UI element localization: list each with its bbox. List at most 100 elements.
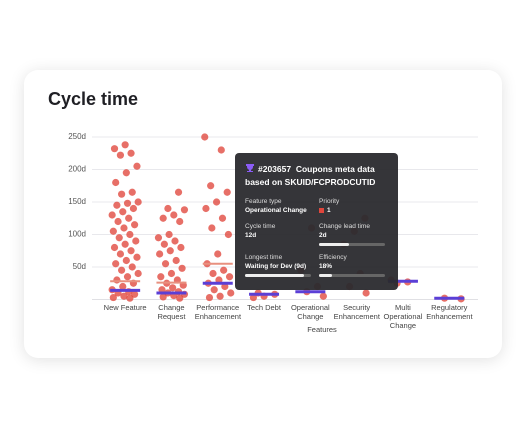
progress-bar [319, 274, 385, 277]
tooltip-header: #203657 Coupons meta data based on SKUID… [245, 163, 388, 189]
point [116, 250, 125, 258]
field-label: Longest time [245, 254, 283, 261]
point [202, 204, 210, 213]
point [178, 264, 186, 272]
point [227, 289, 235, 297]
point [112, 260, 120, 268]
point [110, 243, 119, 252]
field-value: 18% [319, 263, 333, 270]
point [176, 217, 184, 226]
point [108, 211, 116, 219]
point [109, 227, 117, 235]
point [164, 204, 172, 213]
point [171, 237, 179, 245]
point [109, 293, 117, 302]
point [119, 208, 127, 216]
point [132, 237, 140, 245]
field: Efficiency 18% [319, 253, 393, 277]
point [115, 234, 123, 242]
point [133, 162, 141, 170]
field-value: Waiting for Dev (9d) [245, 263, 307, 270]
point [125, 214, 133, 222]
point [209, 269, 217, 278]
field-value: Operational Change [245, 207, 307, 214]
point [128, 263, 136, 271]
field: Priority 1 [319, 197, 393, 215]
point [127, 247, 135, 255]
field-value: 1 [319, 206, 393, 215]
point [118, 266, 126, 274]
point [131, 221, 139, 229]
point [167, 269, 176, 278]
point [122, 256, 130, 265]
point [217, 146, 225, 154]
point [319, 292, 327, 300]
x-tick-label: Change Request [157, 303, 186, 321]
x-tick-label: Multi Operational Change [383, 303, 423, 330]
point [174, 188, 183, 196]
point [121, 141, 129, 149]
point [223, 188, 231, 196]
point [156, 250, 164, 258]
point [160, 240, 168, 248]
point [225, 273, 234, 281]
progress-bar [245, 274, 311, 277]
point [218, 214, 227, 222]
point [122, 169, 130, 177]
tooltip-title: Coupons meta data based on SKUID/FCPRODC… [245, 164, 376, 187]
point [126, 294, 134, 302]
point [113, 276, 121, 284]
point [161, 260, 170, 268]
field-label: Priority [319, 198, 340, 205]
point [208, 224, 216, 232]
field: Feature type Operational Change [245, 197, 319, 215]
point [123, 273, 132, 281]
point [120, 292, 128, 300]
point [128, 188, 136, 196]
point [116, 151, 125, 159]
point [220, 266, 228, 274]
progress-bar [319, 243, 385, 246]
trophy-icon [246, 164, 254, 172]
point [123, 199, 132, 207]
field: Longest time Waiting for Dev (9d) [245, 253, 319, 277]
tooltip: #203657 Coupons meta data based on SKUID… [235, 153, 398, 290]
point [133, 253, 141, 261]
field-value: 2d [319, 232, 327, 239]
point [129, 204, 138, 213]
point [210, 286, 218, 294]
point [180, 206, 189, 214]
field-value-text: 1 [327, 207, 331, 214]
point [212, 198, 221, 206]
point [134, 198, 142, 206]
point [121, 240, 129, 248]
point [159, 293, 167, 301]
point [362, 289, 370, 297]
point [134, 269, 142, 278]
point [127, 149, 135, 157]
point [216, 292, 224, 300]
point [110, 145, 119, 153]
tooltip-id: #203657 [258, 164, 292, 174]
point [169, 284, 177, 292]
point [131, 290, 139, 298]
point [112, 178, 120, 187]
point [126, 230, 134, 239]
point [166, 247, 174, 255]
y-tick-label: 50d [73, 262, 86, 271]
field-label: Change lead time [319, 223, 370, 230]
point [172, 256, 180, 265]
point [177, 243, 185, 252]
point [113, 201, 121, 209]
x-tick-label: Performance Enhancement [194, 303, 242, 321]
field-value: 12d [245, 232, 257, 239]
y-tick-label: 250d [68, 132, 86, 141]
y-tick-label: 100d [68, 230, 86, 239]
x-axis-title: Features [307, 325, 337, 334]
point [207, 182, 215, 190]
x-tick-label: Operational Change [290, 303, 330, 321]
point [119, 282, 127, 291]
x-tick-label: Tech Debt [247, 303, 281, 312]
tooltip-fields: Feature type Operational Change Priority 1… [245, 197, 388, 277]
